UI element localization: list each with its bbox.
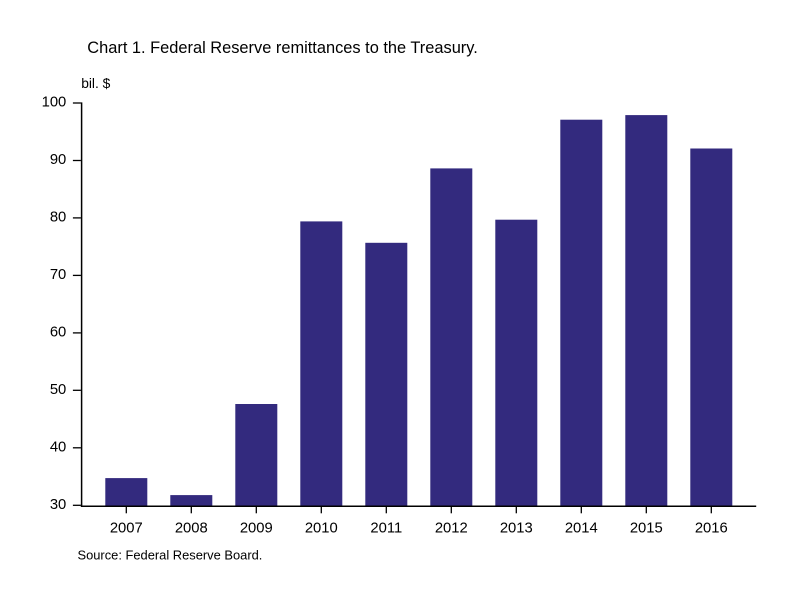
svg-text:2015: 2015 <box>630 520 663 536</box>
svg-text:2014: 2014 <box>565 520 598 536</box>
svg-text:50: 50 <box>50 382 66 398</box>
svg-text:2016: 2016 <box>695 520 728 536</box>
svg-text:30: 30 <box>50 497 66 513</box>
svg-text:80: 80 <box>50 209 66 225</box>
svg-text:70: 70 <box>50 267 66 283</box>
svg-text:40: 40 <box>50 439 66 455</box>
svg-text:Source: Federal Reserve Board.: Source: Federal Reserve Board. <box>78 548 263 563</box>
svg-text:Chart 1. Federal Reserve remit: Chart 1. Federal Reserve remittances to … <box>87 39 478 57</box>
svg-text:2013: 2013 <box>500 520 533 536</box>
svg-text:2008: 2008 <box>175 520 208 536</box>
svg-text:2009: 2009 <box>240 520 273 536</box>
svg-text:90: 90 <box>50 152 66 168</box>
svg-text:2007: 2007 <box>110 520 143 536</box>
svg-text:60: 60 <box>50 324 66 340</box>
svg-text:2012: 2012 <box>435 520 468 536</box>
svg-text:2011: 2011 <box>370 520 402 536</box>
svg-text:bil. $: bil. $ <box>81 76 110 91</box>
svg-text:100: 100 <box>42 95 67 111</box>
svg-text:2010: 2010 <box>305 520 338 536</box>
